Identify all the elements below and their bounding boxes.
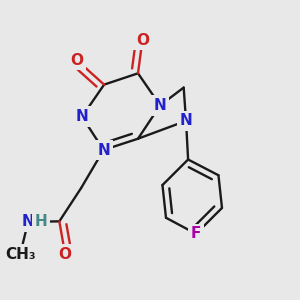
Text: N: N bbox=[22, 214, 34, 230]
Text: O: O bbox=[70, 53, 83, 68]
Text: O: O bbox=[136, 32, 149, 47]
Text: O: O bbox=[59, 247, 72, 262]
Text: N: N bbox=[76, 109, 88, 124]
Text: H: H bbox=[35, 214, 48, 230]
Text: CH₃: CH₃ bbox=[5, 247, 35, 262]
Text: N: N bbox=[154, 98, 166, 113]
Text: N: N bbox=[180, 113, 192, 128]
Text: F: F bbox=[191, 226, 201, 241]
Text: N: N bbox=[97, 142, 110, 158]
